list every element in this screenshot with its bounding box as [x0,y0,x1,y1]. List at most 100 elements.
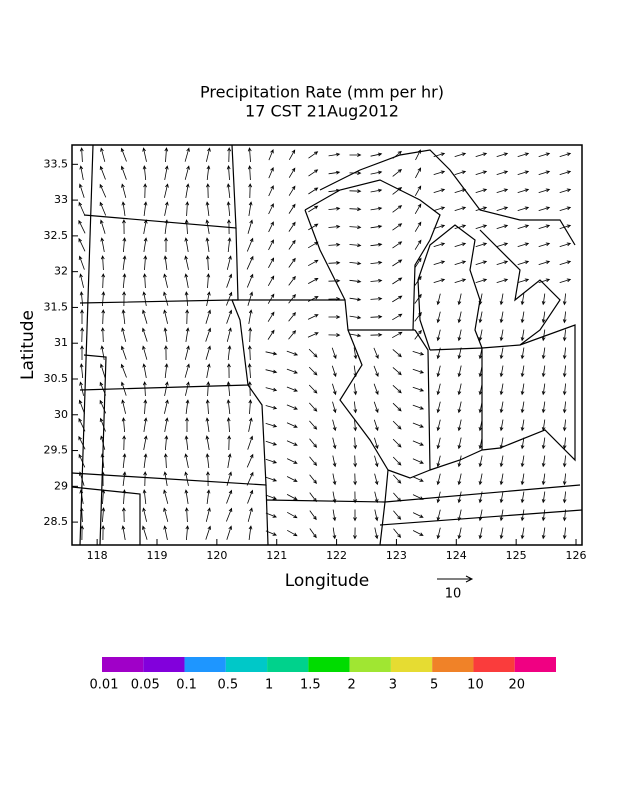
wind-vector [184,255,189,270]
wind-vector [412,368,425,374]
wind-vector [185,327,190,342]
wind-vector [373,365,379,377]
x-tick-label: 125 [506,549,527,562]
reference-arrow [437,575,474,583]
wind-vector [559,152,572,157]
y-axis-label: Latitude [18,310,38,380]
wind-vector [307,314,319,320]
wind-vector [353,383,358,396]
wind-vector [286,368,298,374]
wind-vector [374,527,379,540]
wind-vector [265,494,277,500]
wind-vector [538,152,551,157]
wind-vector [517,170,530,175]
colorbar-box [390,657,433,672]
wind-vector [288,257,296,268]
wind-vector [499,365,504,378]
wind-vector [226,165,231,181]
wind-vector [121,327,127,342]
wind-vector [99,417,106,432]
colorbar-label: 5 [430,678,438,693]
y-tick-label: 30.5 [44,372,69,385]
wind-vector [143,417,148,432]
wind-vector [538,260,551,265]
wind-vector [164,435,169,451]
wind-vector [520,437,525,450]
colorbar-box [473,657,515,672]
wind-vector [412,351,425,356]
wind-vector [163,327,168,342]
wind-vector [559,170,572,175]
wind-vector [286,476,298,482]
wind-vector [268,257,275,268]
wind-vector [353,509,357,522]
wind-vector [349,279,362,284]
wind-vector [393,510,402,520]
wind-vector [226,327,232,342]
wind-vector [562,455,567,468]
wind-vector [499,437,504,450]
wind-vector [78,435,86,450]
y-tick-label: 28.5 [44,515,69,528]
wind-vector [164,399,169,414]
wind-vector [205,219,210,234]
wind-vector [392,187,403,195]
wind-vector [475,242,488,247]
wind-vector [520,419,525,432]
wind-vector [374,455,379,468]
wind-vector [538,206,551,211]
wind-vector [79,291,84,307]
wind-vector [142,489,147,505]
wind-vector [79,165,84,180]
shoreline [417,224,483,351]
colorbar-box [225,657,268,672]
wind-vector [392,402,402,412]
wind-vector [80,327,85,343]
wind-vector [288,149,296,160]
wind-vector [120,165,127,180]
wind-vector [307,296,319,302]
wind-vector [308,169,319,177]
border [384,484,581,503]
colorbar-label: 0.1 [176,678,197,693]
wind-vector [184,291,189,307]
border [71,486,141,545]
wind-vector [121,183,127,198]
wind-vector [412,530,424,536]
wind-vector [101,489,106,505]
wind-vector [496,206,509,211]
wind-vector [308,348,318,358]
wind-vector [163,291,169,306]
wind-vector [478,419,483,432]
wind-vector [78,219,86,234]
wind-vector [328,152,341,157]
wind-vector [436,293,441,306]
wind-vector [79,507,84,523]
wind-vector [332,437,337,450]
wind-vector [247,435,254,450]
wind-vector [559,206,572,211]
wind-vector [353,347,358,360]
x-tick-label: 122 [326,549,347,562]
wind-vector [353,437,358,450]
wind-vector [288,330,297,340]
wind-vector [433,278,446,283]
wind-vector [478,473,483,486]
wind-vector [373,401,379,414]
wind-vector [164,147,169,163]
wind-vector [373,347,379,359]
wind-vector [307,241,319,249]
wind-vector [142,291,147,306]
wind-vector [349,297,362,302]
wind-vector [541,329,546,342]
wind-vector [100,237,105,252]
wind-vector [499,293,504,306]
wind-vector [436,383,441,396]
wind-vector [78,255,85,270]
wind-vector [392,349,402,358]
wind-vector [520,329,525,342]
wind-vector [499,311,504,324]
wind-vector [520,383,525,396]
wind-vector [332,383,337,396]
